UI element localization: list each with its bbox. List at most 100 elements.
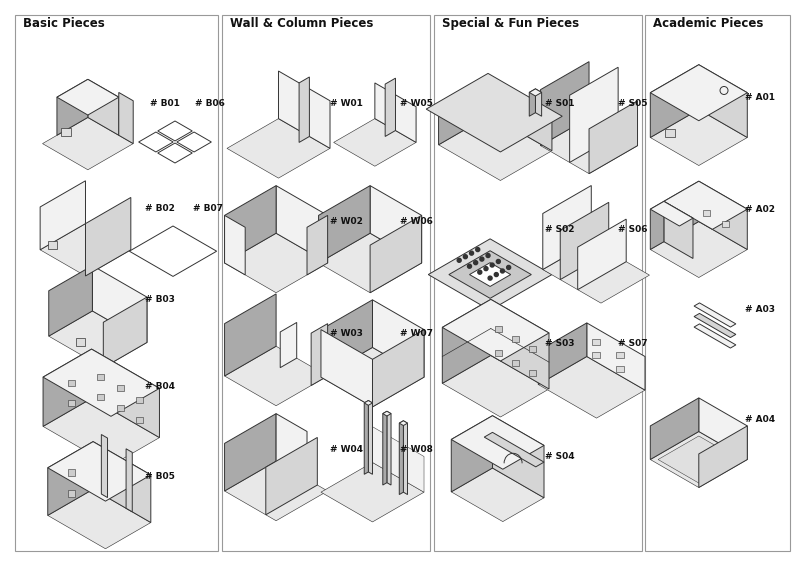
Polygon shape (449, 251, 531, 298)
Circle shape (494, 273, 498, 277)
Polygon shape (438, 79, 490, 145)
Polygon shape (470, 263, 510, 286)
Circle shape (480, 257, 484, 261)
Text: # W02: # W02 (330, 217, 363, 226)
Text: # B01: # B01 (150, 99, 180, 108)
Polygon shape (227, 119, 330, 178)
Polygon shape (86, 198, 131, 276)
Text: # S01: # S01 (545, 99, 574, 108)
Polygon shape (321, 462, 424, 522)
Polygon shape (49, 311, 147, 368)
Circle shape (470, 251, 474, 255)
Text: # S06: # S06 (618, 225, 647, 234)
Polygon shape (375, 83, 416, 143)
Polygon shape (542, 186, 591, 269)
Circle shape (467, 264, 471, 268)
Circle shape (476, 247, 480, 251)
Polygon shape (699, 181, 747, 250)
Polygon shape (118, 92, 134, 144)
Bar (512, 360, 519, 366)
Polygon shape (321, 348, 424, 407)
Bar (68, 400, 75, 406)
Polygon shape (570, 67, 618, 162)
Polygon shape (225, 186, 276, 263)
Bar (117, 385, 124, 391)
Bar (494, 325, 502, 332)
Polygon shape (368, 401, 373, 474)
Polygon shape (442, 299, 491, 383)
Polygon shape (535, 89, 542, 116)
Polygon shape (93, 441, 151, 522)
Polygon shape (318, 186, 370, 263)
Bar (530, 346, 537, 351)
Bar (136, 417, 143, 423)
Polygon shape (364, 401, 373, 405)
Polygon shape (158, 143, 192, 163)
Bar (702, 209, 710, 216)
Polygon shape (307, 216, 328, 275)
Circle shape (501, 269, 505, 273)
Polygon shape (40, 224, 131, 276)
Polygon shape (694, 303, 736, 327)
Polygon shape (88, 79, 118, 135)
Polygon shape (278, 71, 330, 148)
Bar (222, 15, 430, 551)
Text: Academic Pieces: Academic Pieces (653, 17, 763, 30)
Bar (530, 370, 537, 376)
Polygon shape (650, 65, 747, 121)
Polygon shape (364, 401, 368, 474)
Polygon shape (650, 65, 699, 138)
Polygon shape (484, 432, 544, 467)
Polygon shape (664, 181, 699, 242)
Polygon shape (385, 78, 395, 136)
Text: # B03: # B03 (145, 295, 175, 304)
Polygon shape (225, 346, 328, 406)
Bar (68, 380, 75, 385)
Text: # A01: # A01 (745, 93, 775, 102)
Text: # B05: # B05 (145, 472, 175, 481)
Text: # W05: # W05 (400, 99, 433, 108)
Circle shape (478, 270, 482, 274)
Bar (98, 374, 104, 380)
Text: # S07: # S07 (618, 339, 648, 348)
Polygon shape (276, 186, 328, 263)
Polygon shape (91, 349, 159, 438)
Polygon shape (451, 415, 493, 492)
Text: # W08: # W08 (400, 445, 433, 454)
Polygon shape (93, 265, 147, 342)
Text: # B06: # B06 (195, 99, 225, 108)
Polygon shape (43, 398, 159, 466)
Polygon shape (694, 324, 736, 348)
Text: # A02: # A02 (745, 205, 775, 214)
Bar (494, 350, 502, 356)
Polygon shape (57, 79, 88, 135)
Polygon shape (426, 74, 562, 152)
Polygon shape (403, 421, 407, 495)
Bar (616, 366, 624, 372)
Text: # B02: # B02 (145, 204, 175, 213)
Polygon shape (658, 436, 739, 483)
Text: # A04: # A04 (745, 415, 775, 424)
Polygon shape (387, 411, 391, 485)
Text: Special & Fun Pieces: Special & Fun Pieces (442, 17, 579, 30)
Circle shape (474, 261, 478, 265)
Text: # W06: # W06 (400, 217, 433, 226)
Polygon shape (276, 414, 307, 479)
Polygon shape (428, 239, 552, 310)
Polygon shape (48, 441, 93, 516)
Polygon shape (42, 117, 134, 170)
Polygon shape (438, 115, 552, 181)
Polygon shape (280, 323, 297, 368)
Polygon shape (334, 119, 416, 166)
Circle shape (457, 258, 461, 262)
Text: # W03: # W03 (330, 329, 363, 338)
Polygon shape (318, 233, 422, 293)
Bar (98, 395, 104, 400)
Polygon shape (530, 89, 535, 116)
Polygon shape (158, 121, 192, 141)
Polygon shape (103, 297, 147, 368)
Polygon shape (373, 329, 424, 407)
Polygon shape (530, 89, 542, 96)
Bar (117, 405, 124, 411)
Polygon shape (490, 79, 552, 151)
